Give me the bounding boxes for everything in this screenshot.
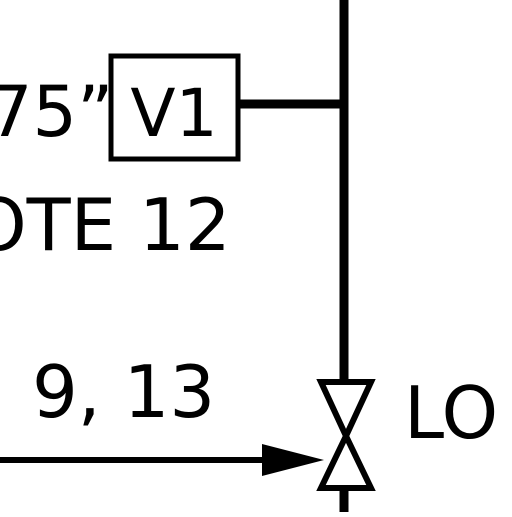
gate-valve-icon-top xyxy=(316,379,376,444)
flow-arrow-head xyxy=(262,444,324,476)
valve-state-label: LO xyxy=(404,371,498,455)
quote-value-text: 75” xyxy=(0,71,113,153)
gate-valve-icon-bottom xyxy=(316,429,376,491)
reference-numbers-text: 9, 13 xyxy=(32,350,215,434)
note-text: OTE 12 xyxy=(0,183,231,267)
v1-tag-label: V1 xyxy=(130,75,217,152)
v1-tag-box xyxy=(108,53,241,162)
